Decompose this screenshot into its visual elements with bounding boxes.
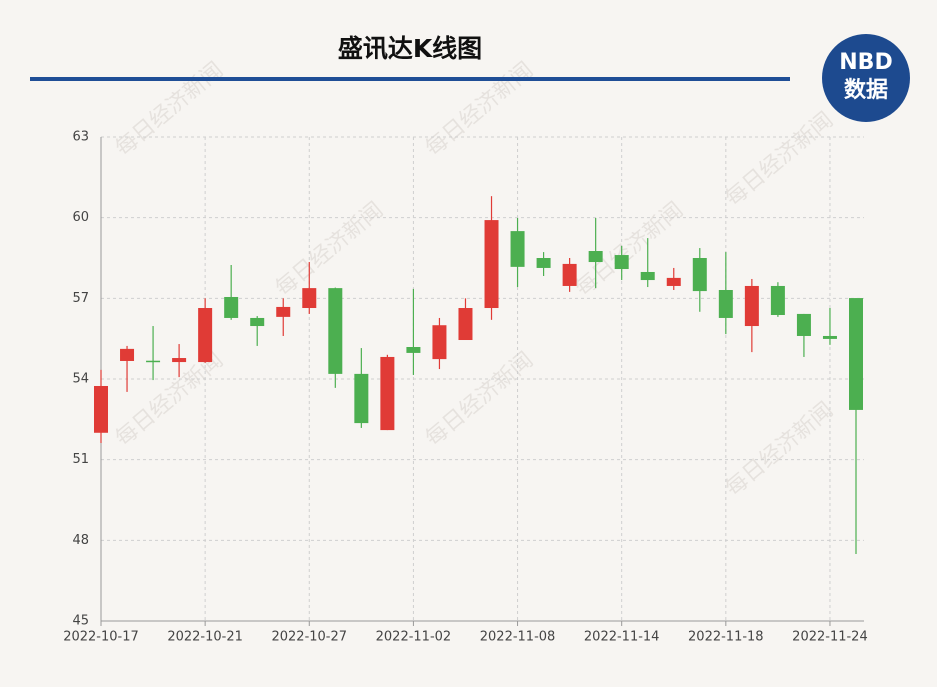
candle-body	[250, 317, 265, 327]
x-tick-label: 2022-11-02	[376, 630, 452, 645]
candle-body	[354, 373, 369, 424]
x-tick-label: 2022-11-24	[792, 630, 868, 645]
watermark: 每日经济新闻	[571, 198, 688, 302]
candle-body	[666, 277, 681, 286]
watermark: 每日经济新闻	[271, 198, 388, 302]
candle-body	[588, 251, 603, 263]
candle-body	[302, 288, 317, 309]
logo-text: 数据	[844, 77, 888, 103]
candle-body	[614, 255, 629, 270]
y-tick-label: 57	[72, 291, 89, 306]
watermark: 每日经济新闻	[721, 398, 838, 502]
candle-body	[406, 347, 421, 353]
candle-body	[822, 335, 837, 339]
x-tick-label: 2022-11-14	[584, 630, 660, 645]
candle-body	[172, 358, 187, 363]
candle-body	[458, 308, 473, 341]
candle-body	[536, 258, 551, 268]
candle-body	[432, 325, 447, 360]
x-tick-label: 2022-10-17	[63, 630, 139, 645]
candle-body	[640, 271, 655, 281]
y-tick-label: 48	[72, 533, 89, 548]
candle-body	[198, 308, 213, 363]
candle-body	[510, 231, 525, 267]
candle-body	[120, 348, 135, 361]
logo-text: NBD	[839, 50, 892, 75]
x-tick-label: 2022-10-21	[167, 630, 243, 645]
candle-body	[328, 288, 343, 374]
candle-body	[380, 356, 395, 431]
watermark: 每日经济新闻	[721, 108, 838, 212]
x-tick-label: 2022-10-27	[271, 630, 347, 645]
candle-body	[796, 313, 811, 336]
x-tick-label: 2022-11-08	[480, 630, 556, 645]
y-tick-label: 45	[72, 614, 89, 629]
candle-body	[146, 360, 161, 363]
y-tick-label: 51	[72, 452, 89, 467]
logo-badge	[822, 34, 910, 122]
candle-body	[94, 385, 108, 433]
candle-body	[718, 289, 733, 318]
candle-body	[770, 285, 785, 316]
candle-body	[484, 220, 499, 309]
candle-body	[562, 263, 577, 286]
candle-body	[692, 258, 707, 292]
y-tick-label: 63	[72, 130, 89, 145]
candle-body	[276, 306, 291, 317]
watermark: 每日经济新闻	[111, 58, 228, 162]
watermark: 每日经济新闻	[421, 58, 538, 162]
watermark: 每日经济新闻	[111, 348, 228, 452]
y-tick-label: 54	[72, 372, 89, 387]
y-tick-label: 60	[72, 210, 89, 225]
watermark: 每日经济新闻	[421, 348, 538, 452]
x-tick-label: 2022-11-18	[688, 630, 764, 645]
chart-title: 盛讯达K线图	[338, 34, 482, 63]
candle-body	[849, 298, 863, 410]
candle-body	[224, 296, 239, 318]
candle-body	[744, 285, 759, 327]
title-rule	[30, 77, 790, 81]
